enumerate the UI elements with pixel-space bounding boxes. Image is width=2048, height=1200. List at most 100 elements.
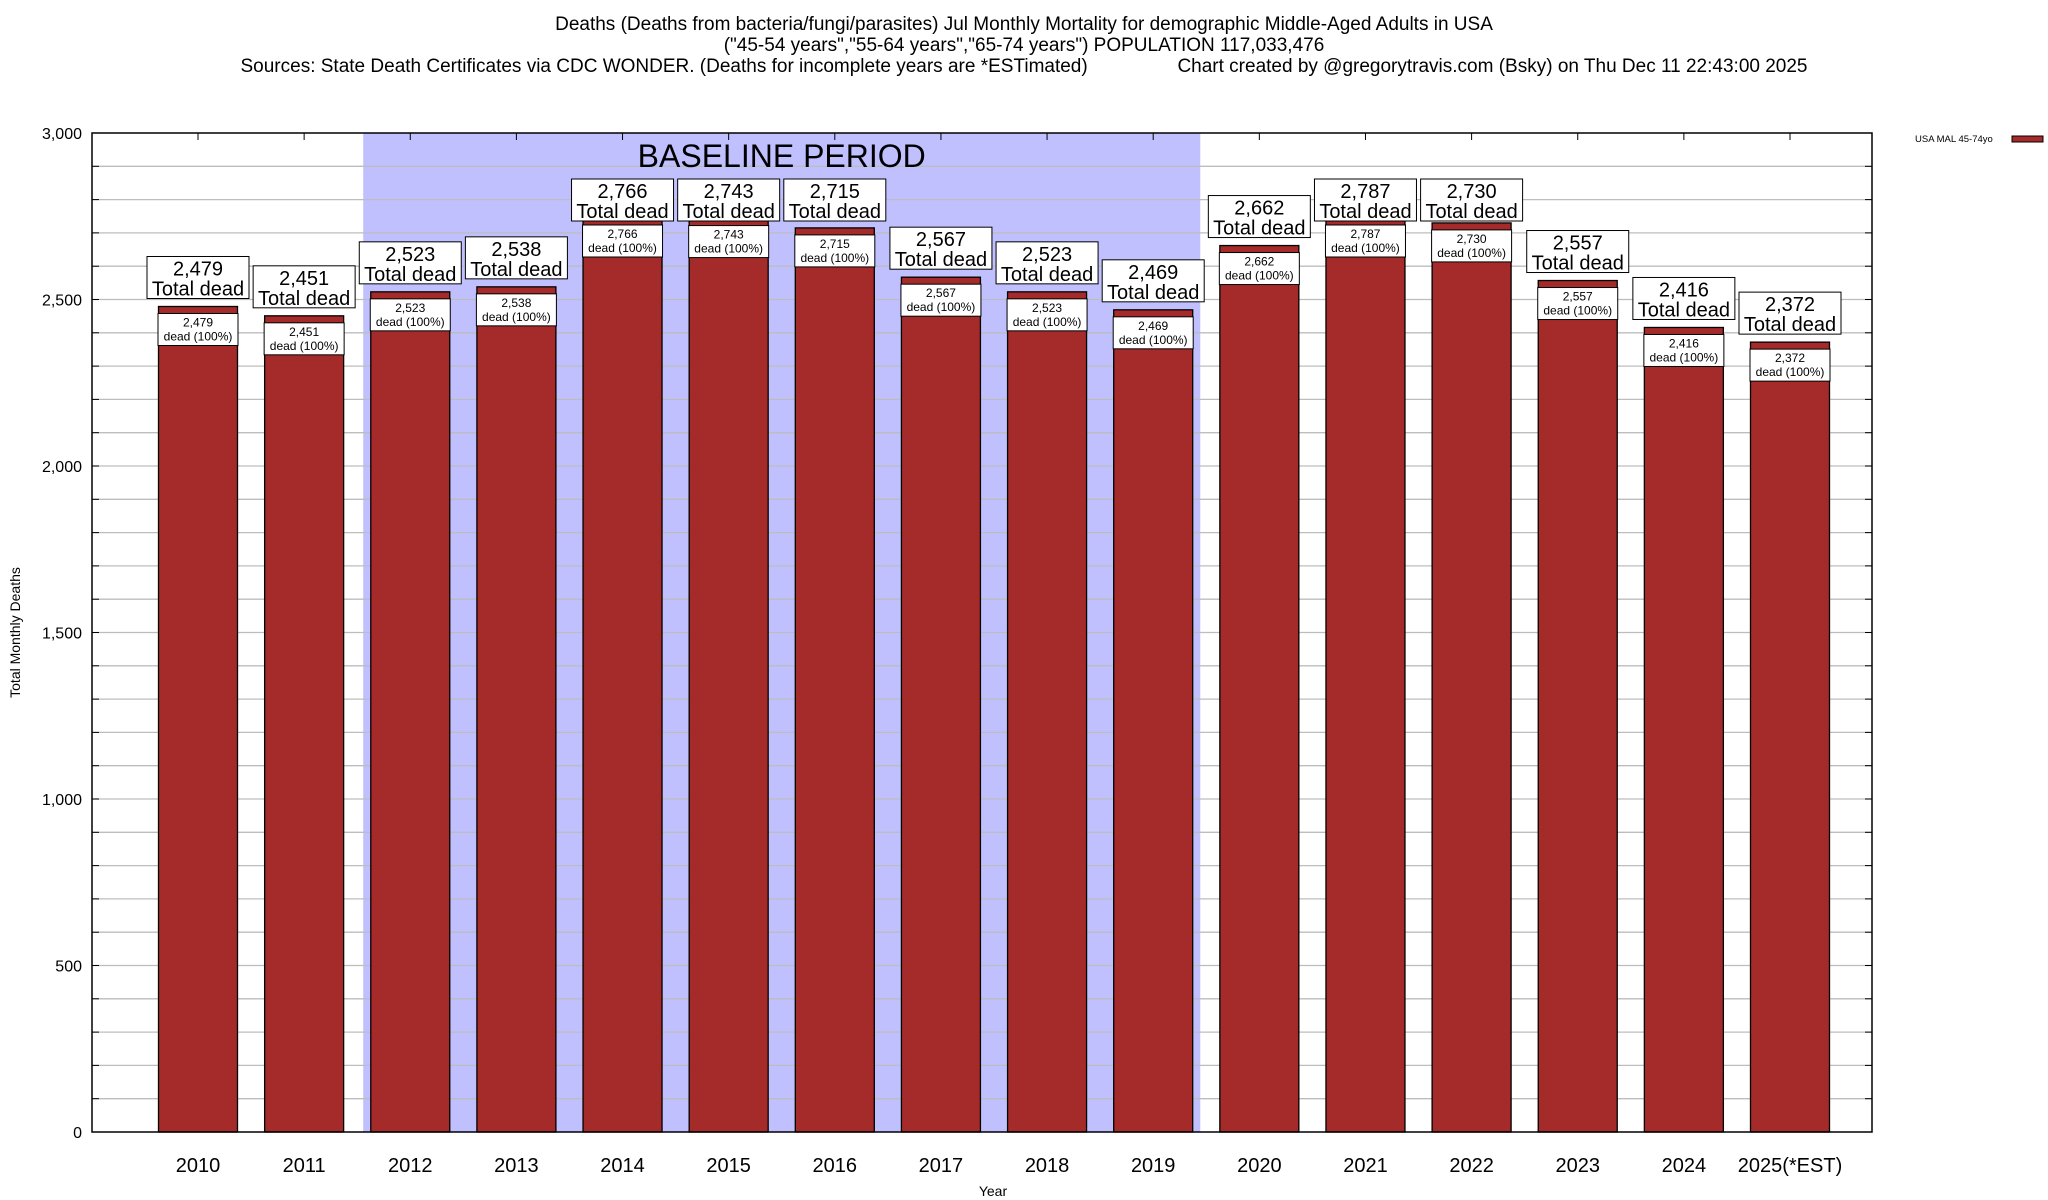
total-label-value: 2,469 <box>1128 262 1178 284</box>
total-label-text: Total dead <box>1213 218 1305 240</box>
total-label-text: Total dead <box>1532 253 1624 275</box>
total-label-text: Total dead <box>1425 201 1517 223</box>
total-label-value: 2,743 <box>704 181 754 203</box>
total-label-box <box>1101 259 1205 303</box>
inner-label-text: dead (100%) <box>1437 246 1506 260</box>
total-label-value: 2,662 <box>1234 198 1284 220</box>
inner-label-text: dead (100%) <box>588 241 657 255</box>
legend-label: USA MAL 45-74yo <box>1915 134 1993 145</box>
bar-2013 <box>476 286 557 1133</box>
inner-label-value: 2,416 <box>1669 336 1699 350</box>
x-tick-label: 2013 <box>494 1155 539 1177</box>
total-label-value: 2,557 <box>1553 233 1603 255</box>
inner-label-value: 2,557 <box>1563 290 1593 304</box>
x-tick-label: 2022 <box>1449 1155 1494 1177</box>
x-axis-label: Year <box>979 1183 1008 1199</box>
inner-label-box <box>369 298 451 332</box>
inner-label-box <box>1643 333 1725 367</box>
inner-label-box <box>688 225 770 259</box>
total-label-value: 2,523 <box>1022 244 1072 266</box>
total-label-text: Total dead <box>789 201 881 223</box>
y-tick-label: 3,000 <box>42 126 82 143</box>
total-label-value: 2,730 <box>1447 181 1497 203</box>
y-tick-label: 2,500 <box>42 293 82 310</box>
bar-2017 <box>900 276 982 1133</box>
inner-label-box <box>1218 252 1300 286</box>
bar-2021 <box>1325 203 1406 1133</box>
total-label-box <box>783 178 887 222</box>
bar-2025(*EST) <box>1749 341 1831 1133</box>
total-label-text: Total dead <box>683 201 775 223</box>
total-label-box <box>1526 230 1630 274</box>
inner-label-text: dead (100%) <box>270 339 339 353</box>
inner-label-value: 2,730 <box>1457 232 1487 246</box>
total-label-value: 2,523 <box>385 244 435 266</box>
bar-2018 <box>1006 291 1088 1133</box>
chart-subtitle: ("45-54 years","55-64 years","65-74 year… <box>723 35 1325 56</box>
bar-2012 <box>370 291 451 1133</box>
y-tick-label: 500 <box>55 959 82 976</box>
inner-label-box <box>1749 348 1831 382</box>
total-label-box <box>571 178 675 222</box>
inner-label-text: dead (100%) <box>694 242 763 256</box>
plot-frame <box>91 132 1873 1133</box>
inner-label-text: dead (100%) <box>1013 315 1082 329</box>
inner-label-text: dead (100%) <box>907 300 976 314</box>
x-tick-label: 2012 <box>388 1155 433 1177</box>
bar-2022 <box>1431 222 1512 1133</box>
inner-label-box <box>1112 316 1194 350</box>
inner-label-text: dead (100%) <box>1543 304 1612 318</box>
bar-2019 <box>1113 309 1194 1133</box>
bar-2014 <box>582 210 663 1133</box>
total-label-box <box>1738 291 1842 335</box>
inner-label-box <box>475 293 557 327</box>
total-label-box <box>252 265 356 309</box>
inner-label-value: 2,469 <box>1138 319 1168 333</box>
inner-label-value: 2,715 <box>820 237 850 251</box>
chart-sources: Sources: State Death Certificates via CD… <box>240 56 1808 77</box>
legend-swatch <box>2011 135 2044 143</box>
total-label-value: 2,416 <box>1659 279 1709 301</box>
total-label-value: 2,372 <box>1765 294 1815 316</box>
x-tick-label: 2010 <box>176 1155 221 1177</box>
x-tick-label: 2014 <box>600 1155 645 1177</box>
inner-label-value: 2,567 <box>926 286 956 300</box>
inner-label-text: dead (100%) <box>1650 350 1719 364</box>
baseline-period-label: BASELINE PERIOD <box>638 138 926 174</box>
y-tick-label: 1,500 <box>42 626 82 643</box>
x-tick-label: 2017 <box>919 1155 964 1177</box>
total-label-value: 2,538 <box>491 239 541 261</box>
x-tick-label: 2020 <box>1237 1155 1282 1177</box>
total-label-value: 2,715 <box>810 181 860 203</box>
inner-label-value: 2,479 <box>183 315 213 329</box>
total-label-value: 2,787 <box>1340 181 1390 203</box>
x-tick-label: 2015 <box>706 1155 751 1177</box>
x-tick-label: 2016 <box>813 1155 858 1177</box>
y-axis-label: Total Monthly Deaths <box>7 567 23 698</box>
inner-label-value: 2,662 <box>1244 255 1274 269</box>
total-label-value: 2,567 <box>916 229 966 251</box>
inner-label-value: 2,523 <box>1032 301 1062 315</box>
bar-2023 <box>1537 279 1618 1133</box>
inner-label-box <box>1431 229 1513 263</box>
inner-label-box <box>1537 287 1619 321</box>
inner-label-text: dead (100%) <box>164 329 233 343</box>
inner-label-text: dead (100%) <box>1331 241 1400 255</box>
total-label-text: Total dead <box>1107 282 1199 304</box>
inner-label-box <box>582 224 664 258</box>
total-label-box <box>1207 195 1311 239</box>
inner-label-box <box>157 312 239 346</box>
total-label-text: Total dead <box>1001 264 1093 286</box>
inner-label-box <box>1324 224 1406 258</box>
x-tick-label: 2019 <box>1131 1155 1176 1177</box>
total-label-box <box>1632 276 1736 320</box>
bar-2010 <box>157 305 239 1133</box>
total-label-text: Total dead <box>895 249 987 271</box>
inner-label-box <box>1006 298 1088 332</box>
y-tick-label: 0 <box>73 1125 82 1142</box>
x-tick-label: 2023 <box>1555 1155 1600 1177</box>
total-label-box <box>889 226 993 270</box>
total-label-text: Total dead <box>576 201 668 223</box>
total-label-box <box>995 241 1099 285</box>
